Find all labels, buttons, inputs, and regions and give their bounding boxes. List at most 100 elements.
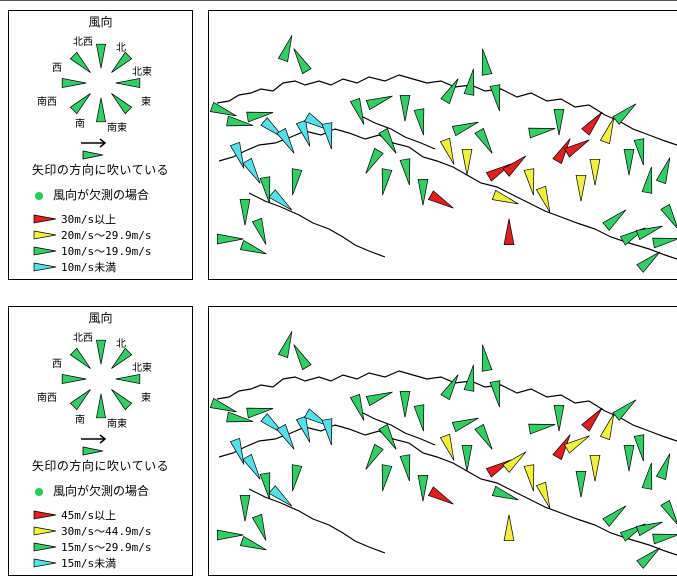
wind-arrow <box>349 393 365 421</box>
wind-arrow <box>655 157 671 185</box>
legend-label: 30m/s以上 <box>61 213 117 226</box>
legend: 風向 北西 北 西 北東 南西 東 南 南東 矢印の方向に吹いている 風向が欠測… <box>8 306 193 576</box>
legend-label: 15m/s未満 <box>61 557 117 570</box>
wind-arrow <box>295 415 311 443</box>
wind-arrow <box>623 444 635 472</box>
wind-arrow <box>293 344 312 371</box>
wind-arrow <box>528 423 556 435</box>
wind-arrow <box>489 380 501 408</box>
wind-arrow <box>636 251 661 273</box>
wind-arrow <box>439 433 455 461</box>
missing-legend: 風向が欠測の場合 <box>35 186 149 203</box>
wind-arrow <box>239 494 251 522</box>
wind-rose-icon <box>61 43 141 123</box>
wind-arrow <box>239 239 267 255</box>
legend-label: 30m/s〜44.9m/s <box>61 525 152 538</box>
yellow-triangle-icon <box>33 230 57 240</box>
wind-arrow <box>451 417 479 433</box>
wind-arrow <box>528 127 556 139</box>
wind-arrow <box>293 48 312 75</box>
wind-arrow <box>365 443 384 470</box>
wind-arrow <box>251 513 267 541</box>
wind-arrow <box>623 148 635 176</box>
wind-arrow <box>581 111 603 136</box>
wind-arrow <box>581 407 603 432</box>
wind-arrow <box>417 178 429 206</box>
wind-arrow <box>251 217 267 245</box>
wind-arrow <box>635 225 663 241</box>
wind-arrow <box>399 158 411 186</box>
wind-arrow <box>413 404 425 432</box>
rose-arrow-w <box>61 374 87 384</box>
panel-bottom: 風向 北西 北 西 北東 南西 東 南 南東 矢印の方向に吹いている 風向が欠測… <box>0 296 677 583</box>
wind-arrow <box>291 464 303 492</box>
missing-dot-icon <box>35 487 43 496</box>
wind-arrow <box>461 444 473 472</box>
legend-title: 風向 <box>88 15 113 29</box>
wind-arrow <box>599 413 615 441</box>
rose-arrow-w <box>61 78 87 88</box>
legend-title: 風向 <box>88 311 113 325</box>
wind-arrow <box>321 122 333 150</box>
green-triangle-icon <box>33 542 57 552</box>
wind-arrow <box>641 462 653 490</box>
wind-arrow <box>652 533 677 545</box>
rose-arrow-sw <box>69 93 91 115</box>
wind-arrow <box>295 119 311 147</box>
wind-arrow <box>226 115 254 127</box>
legend-item: 15m/s〜29.9m/s <box>33 539 151 555</box>
wind-arrow <box>229 437 245 465</box>
wind-arrow <box>535 481 551 509</box>
dir-nw: 北西 <box>73 333 93 344</box>
wind-arrow <box>563 139 590 158</box>
wind-arrow <box>321 418 333 446</box>
wind-arrow <box>381 168 393 196</box>
dir-nw: 北西 <box>73 37 93 48</box>
legend-item: 30m/s〜44.9m/s <box>33 523 151 539</box>
wind-arrow <box>481 48 493 76</box>
wind-arrow <box>602 505 627 527</box>
wind-arrow <box>216 233 244 245</box>
arrow-note: 矢印の方向に吹いている <box>31 459 170 473</box>
wind-arrow <box>523 168 535 196</box>
speed-legend: 45m/s以上 30m/s〜44.9m/s 15m/s〜29.9m/s 15m/… <box>33 507 151 571</box>
wind-arrow <box>229 141 245 169</box>
coastline <box>248 488 386 554</box>
dir-e: 東 <box>141 393 151 404</box>
legend-item: 30m/s以上 <box>33 211 151 227</box>
wind-arrow <box>535 185 551 213</box>
wind-arrow <box>246 407 274 419</box>
wind-arrow <box>481 344 493 372</box>
coastline <box>358 410 436 446</box>
wind-arrow <box>553 108 565 136</box>
wind-arrow <box>503 514 515 542</box>
rose-arrow-se <box>111 93 133 115</box>
panel-top: 風向 北西 北 西 北東 南西 東 南 南東 矢印の方向に吹いている 風向が欠測… <box>0 0 677 287</box>
wind-arrow <box>439 137 455 165</box>
rose-arrow-nw <box>69 347 91 369</box>
wind-arrow <box>277 331 293 359</box>
wind-arrow <box>226 411 254 423</box>
wind-arrow <box>660 203 677 229</box>
wind-arrow <box>427 190 454 209</box>
wind-arrow <box>599 117 615 145</box>
dir-se: 南東 <box>107 419 127 430</box>
wind-arrow <box>242 157 261 184</box>
wind-map <box>208 10 677 280</box>
legend-item: 20m/s〜29.9m/s <box>33 227 151 243</box>
arrow-note: 矢印の方向に吹いている <box>31 163 170 177</box>
wind-arrow <box>417 474 429 502</box>
wind-arrow <box>276 127 295 154</box>
wind-arrow <box>440 374 459 401</box>
wind-arrow <box>365 95 393 111</box>
wind-arrow <box>365 147 384 174</box>
legend-label: 15m/s〜29.9m/s <box>61 541 152 554</box>
wind-arrow <box>636 547 661 569</box>
cyan-triangle-icon <box>33 262 57 272</box>
rose-arrow-sw <box>69 389 91 411</box>
wind-arrow <box>276 423 295 450</box>
wind-arrow <box>399 390 411 418</box>
legend-item: 15m/s未満 <box>33 555 151 571</box>
cyan-triangle-icon <box>33 558 57 568</box>
wind-rose: 北西 北 西 北東 南西 東 南 南東 <box>37 31 167 134</box>
